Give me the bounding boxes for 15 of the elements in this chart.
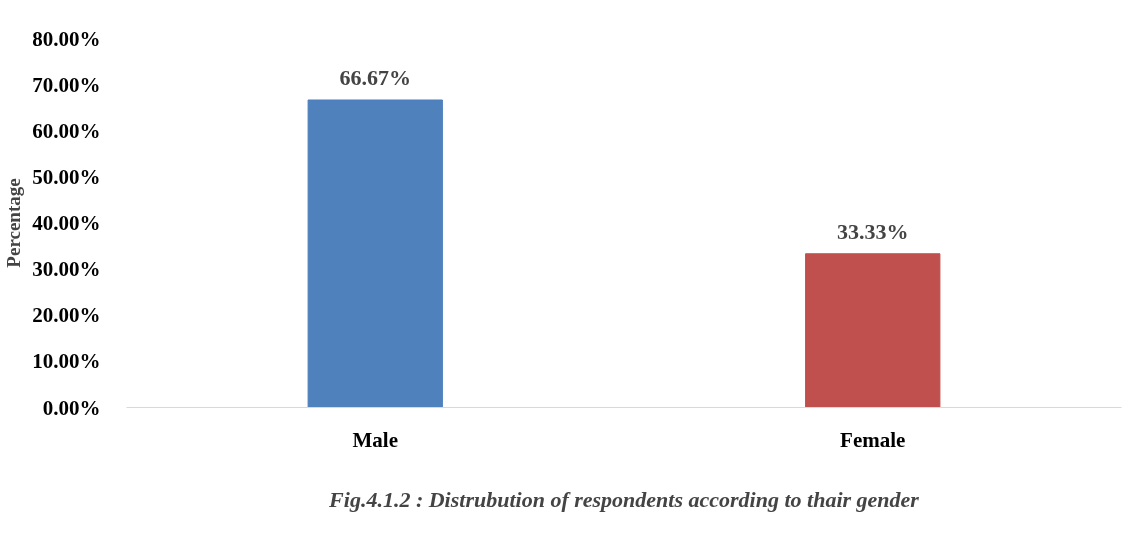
y-tick-label: 40.00% xyxy=(32,211,101,235)
y-tick-label: 30.00% xyxy=(32,257,101,282)
caption: Fig.4.1.2 : Distrubution of respondents according to thair gender xyxy=(328,486,920,512)
y-tick-label: 0.00% xyxy=(42,395,101,420)
x-tick-label: Male xyxy=(352,427,398,452)
y-tick-label: 10.00% xyxy=(32,349,101,374)
data-label: 33.33% xyxy=(837,218,909,244)
y-tick-label: 60.00% xyxy=(32,118,101,143)
data-label: 66.67% xyxy=(339,64,411,90)
x-tick-label: Female xyxy=(840,427,906,452)
y-tick-label: 70.00% xyxy=(32,72,101,97)
y-tick-label: 20.00% xyxy=(32,303,101,328)
y-tick-label: 80.00% xyxy=(32,26,101,51)
y-axis-title: Percentage xyxy=(3,178,25,268)
y-tick-label: 50.00% xyxy=(32,164,101,189)
